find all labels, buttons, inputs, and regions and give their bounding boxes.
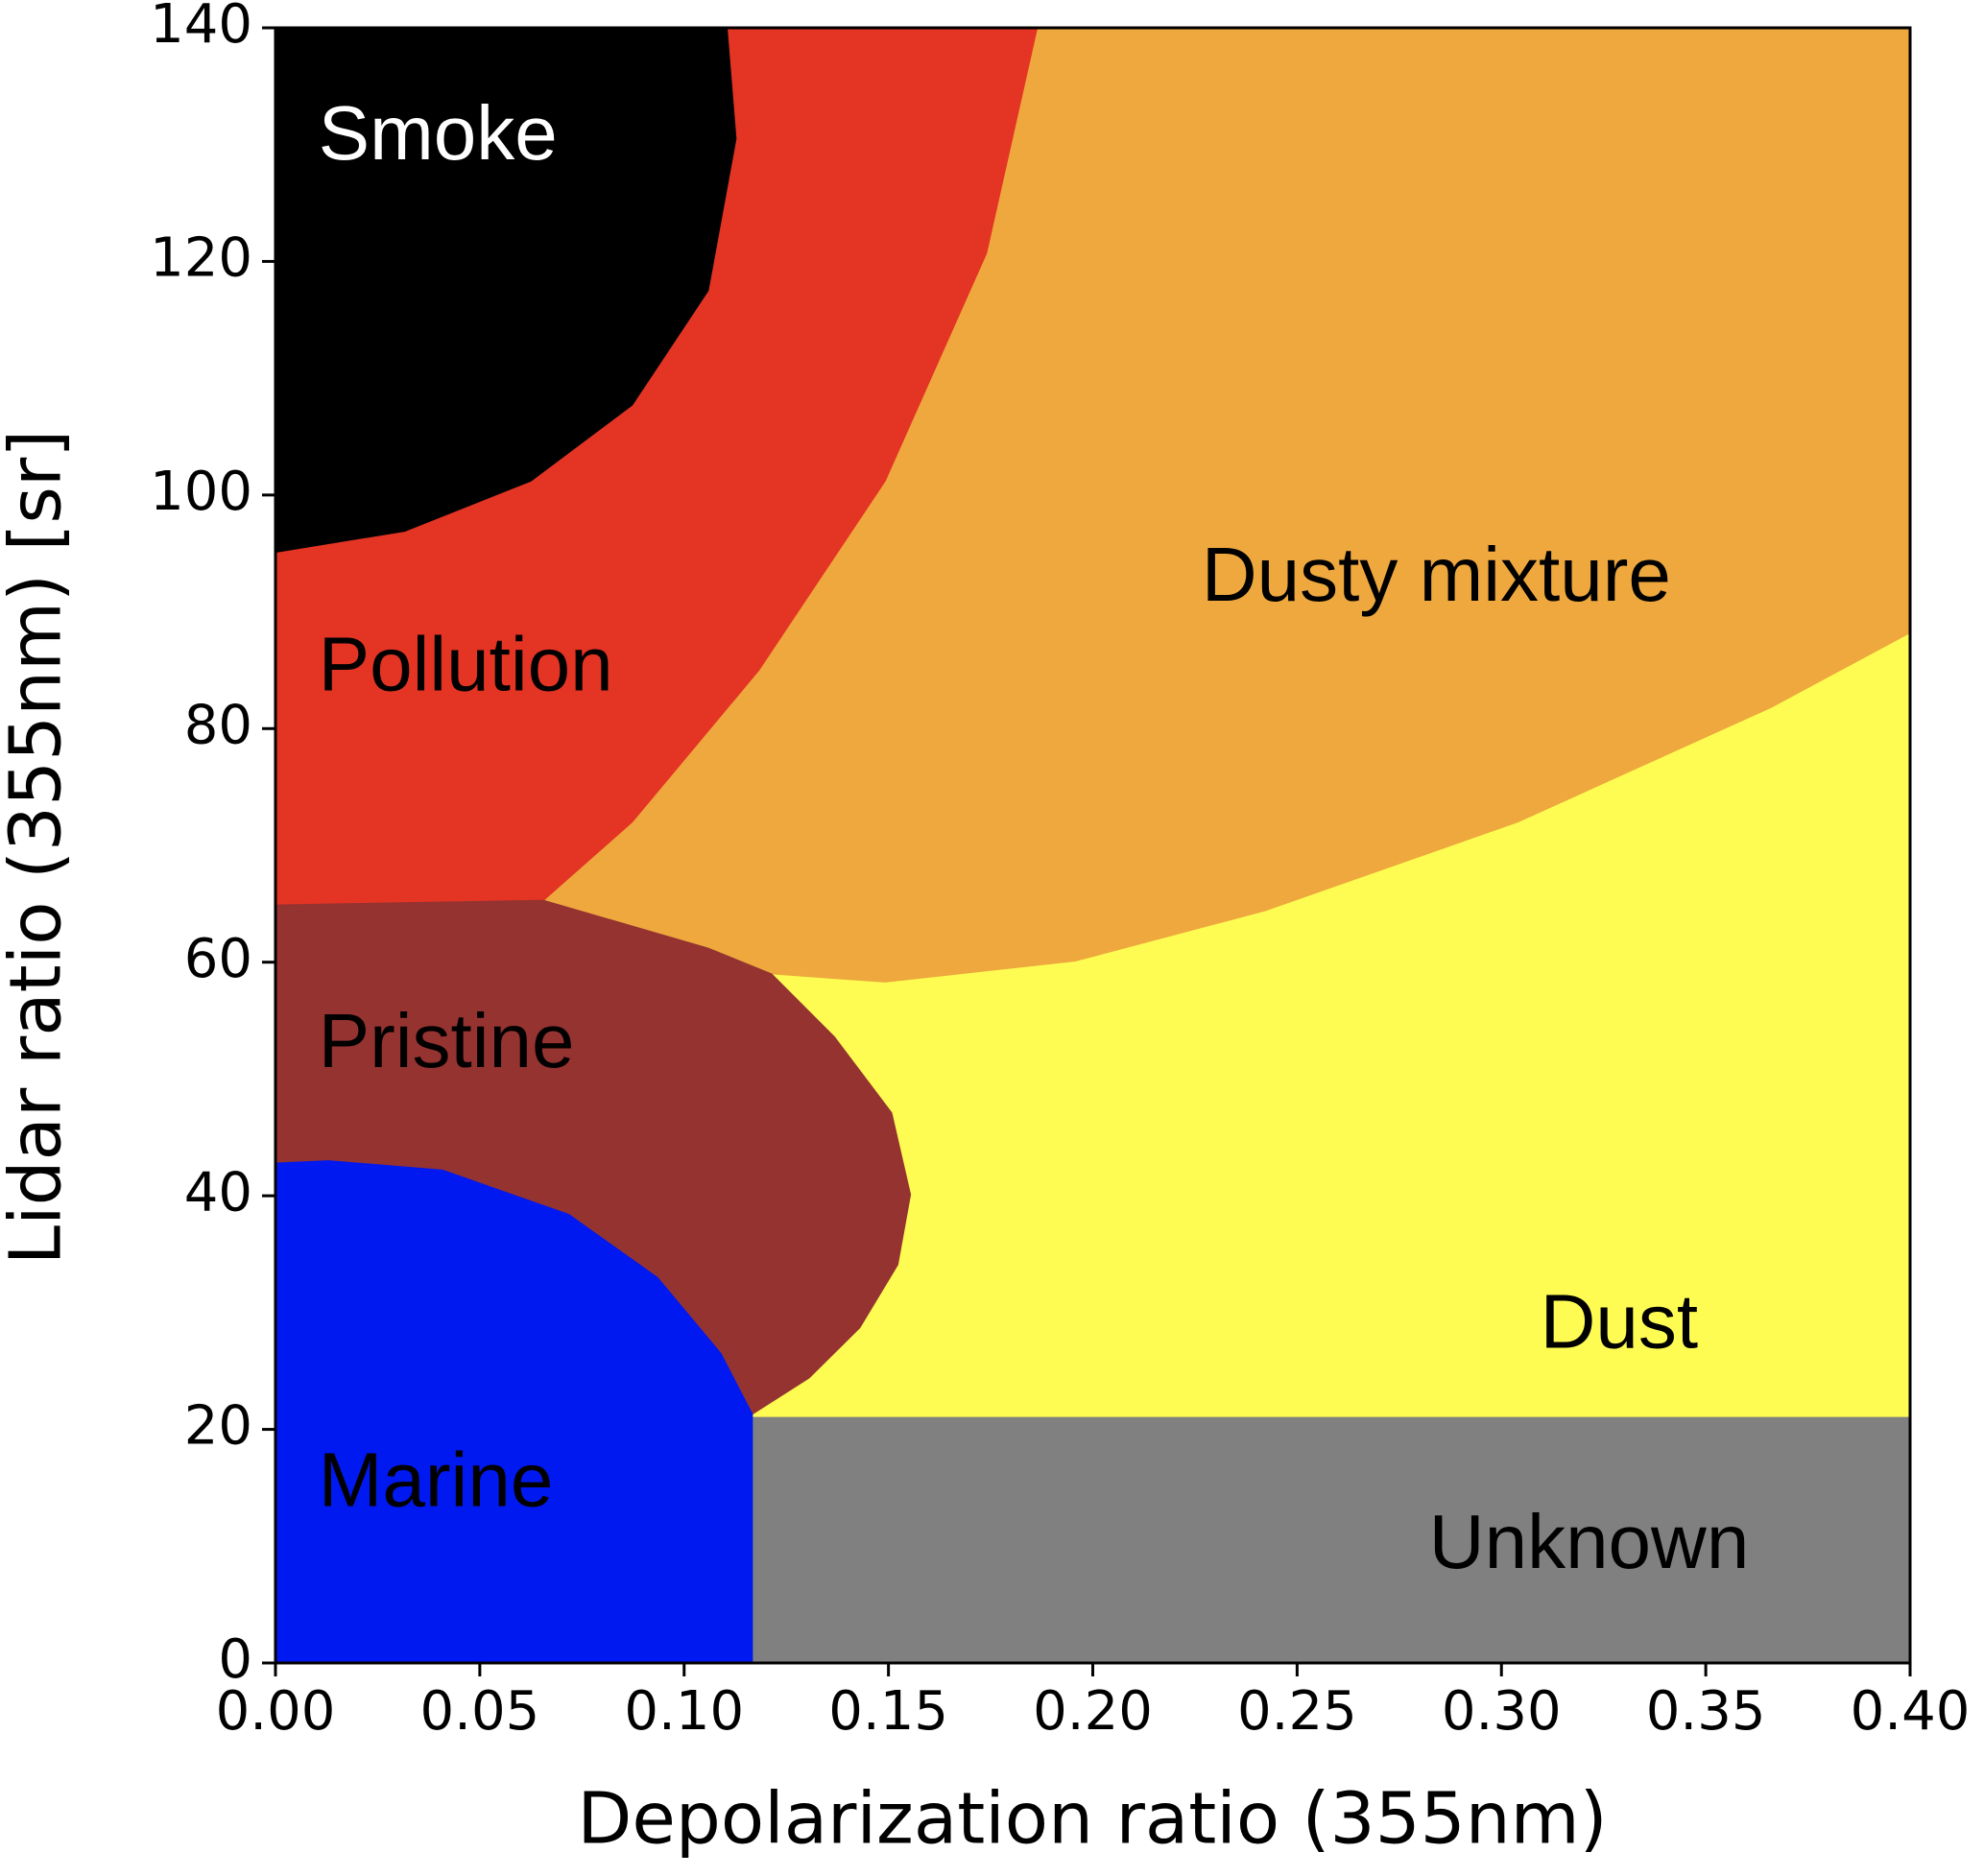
region-label: Unknown [1429, 1499, 1750, 1584]
y-tick-label: 0 [218, 1628, 252, 1691]
region-label: Dusty mixture [1202, 532, 1671, 617]
y-tick-label: 120 [150, 227, 252, 290]
region [275, 27, 737, 554]
x-axis-label: Depolarization ratio (355nm) [577, 1778, 1607, 1861]
region-label: Smoke [319, 90, 558, 176]
y-tick-label: 140 [150, 0, 252, 56]
x-tick-label: 0.30 [1442, 1680, 1562, 1743]
x-tick-label: 0.00 [216, 1680, 336, 1743]
region-label: Pollution [319, 622, 613, 707]
x-tick-label: 0.20 [1033, 1680, 1153, 1743]
region-label: Pristine [319, 998, 575, 1083]
region-label: Marine [319, 1437, 554, 1523]
x-tick-label: 0.05 [420, 1680, 540, 1743]
plot-area: Unknown Dust Dusty mixture Pollution Smoke Pr… [275, 27, 1911, 1664]
x-tick-label: 0.40 [1851, 1680, 1971, 1743]
y-tick-label: 100 [150, 461, 252, 523]
x-tick-label: 0.35 [1646, 1680, 1766, 1743]
region [275, 1160, 753, 1664]
x-tick-label: 0.10 [624, 1680, 744, 1743]
y-tick-label: 20 [184, 1395, 252, 1458]
y-tick-label: 60 [184, 928, 252, 990]
y-tick-label: 40 [184, 1161, 252, 1223]
x-tick-label: 0.15 [828, 1680, 948, 1743]
y-axis-label: Lidar ratio (355nm) [sr] [0, 430, 78, 1265]
y-tick-label: 80 [184, 694, 252, 756]
x-tick-label: 0.25 [1237, 1680, 1357, 1743]
region-label: Dust [1541, 1279, 1699, 1365]
